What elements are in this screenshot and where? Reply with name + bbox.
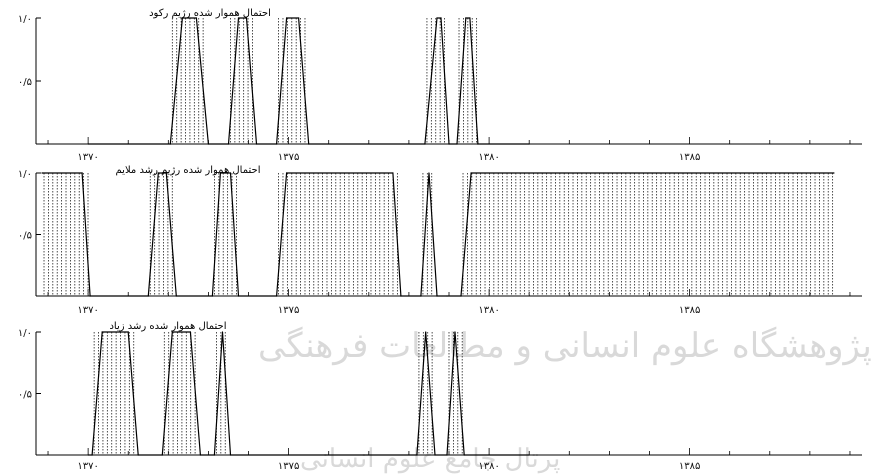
x-tick-label: ۱۳۸۵ — [679, 305, 700, 316]
data-point — [101, 331, 103, 333]
probability-line — [88, 17, 530, 145]
data-point — [171, 331, 173, 333]
data-point — [87, 454, 89, 456]
data-point — [161, 454, 163, 456]
data-point — [436, 295, 438, 297]
panel-recession: ۱/۰ ۰/۵ ۱۳۷۰ ۱۳۷۵ ۱۳۸۰ ۱۳۸۵ احتمال هموار شده ر… — [18, 8, 862, 163]
data-point — [477, 143, 479, 145]
data-point — [213, 454, 216, 456]
data-point — [446, 454, 448, 456]
panel-title: احتمال هموار شده رژیم رشد ملایم — [116, 165, 261, 176]
x-tick-label: ۱۳۸۰ — [478, 461, 499, 472]
panel-high-growth: ۱/۰ ۰/۵ ۱۳۷۰ ۱۳۷۵ ۱۳۸۰ ۱۳۸۵ احتمال هموار شده ر… — [18, 321, 862, 472]
data-point — [189, 331, 191, 333]
data-point — [229, 172, 232, 174]
data-point — [436, 17, 438, 19]
data-point — [275, 143, 278, 145]
data-point — [199, 454, 201, 456]
data-point — [181, 17, 183, 19]
data-point — [448, 143, 450, 145]
data-point — [137, 454, 139, 456]
probability-line — [88, 331, 530, 456]
data-point — [434, 454, 436, 456]
data-point — [207, 143, 210, 145]
data-point — [454, 331, 456, 333]
data-point — [465, 17, 467, 19]
x-tick-label: ۱۳۸۰ — [478, 305, 499, 316]
data-point — [89, 295, 91, 297]
panel-title: احتمال هموار شده رژیم رکود — [149, 8, 271, 19]
data-point — [470, 172, 472, 174]
data-point — [469, 17, 471, 19]
data-point — [392, 172, 394, 174]
data-point — [91, 454, 93, 456]
y-tick-label: ۱/۰ — [18, 169, 32, 180]
data-point — [175, 295, 177, 297]
y-tick-label: ۱/۰ — [18, 328, 32, 339]
data-point — [460, 295, 462, 297]
x-tick-label: ۱۳۷۵ — [278, 461, 299, 472]
data-point — [420, 295, 422, 297]
data-point — [275, 295, 278, 297]
data-point — [446, 295, 448, 297]
data-point — [245, 17, 248, 19]
data-point — [400, 295, 402, 297]
data-point — [219, 172, 222, 174]
data-point — [286, 172, 288, 174]
data-point — [416, 454, 418, 456]
probability-line — [42, 172, 834, 297]
panel-moderate-growth: ۱/۰ ۰/۵ ۱۳۷۰ ۱۳۷۵ ۱۳۸۰ ۱۳۸۵ احتمال هموار شده ر… — [18, 165, 862, 316]
x-tick-label: ۱۳۷۵ — [278, 152, 299, 163]
x-tick-label: ۱۳۷۰ — [77, 152, 98, 163]
x-tick-label: ۱۳۸۰ — [478, 152, 499, 163]
data-point — [41, 172, 43, 174]
data-point — [157, 172, 159, 174]
data-point — [528, 454, 530, 456]
data-point — [229, 454, 232, 456]
data-point — [424, 143, 426, 145]
y-tick-label: ۰/۵ — [18, 390, 32, 401]
data-point — [833, 172, 835, 174]
data-point — [463, 454, 465, 456]
data-point — [127, 331, 129, 333]
data-point — [528, 143, 530, 145]
panel-title: احتمال هموار شده رشد زیاد — [109, 321, 226, 332]
data-point — [211, 295, 214, 297]
y-tick-label: ۰/۵ — [18, 231, 32, 242]
data-point — [456, 143, 458, 145]
data-point — [81, 172, 83, 174]
data-point — [428, 172, 430, 174]
x-tick-label: ۱۳۸۵ — [679, 461, 700, 472]
data-point — [165, 172, 167, 174]
x-tick-label: ۱۳۸۵ — [679, 152, 700, 163]
data-point — [286, 17, 288, 19]
data-point — [195, 17, 197, 19]
data-point — [227, 143, 230, 145]
data-point — [440, 17, 442, 19]
y-tick-label: ۰/۵ — [18, 77, 32, 88]
x-tick-label: ۱۳۷۰ — [77, 305, 98, 316]
x-tick-label: ۱۳۷۵ — [278, 305, 299, 316]
data-point — [298, 17, 300, 19]
data-point — [308, 143, 310, 145]
data-point — [237, 17, 240, 19]
data-point — [237, 295, 240, 297]
data-point — [169, 143, 171, 145]
data-point — [425, 331, 427, 333]
x-tick-label: ۱۳۷۰ — [77, 461, 98, 472]
y-tick-label: ۱/۰ — [18, 14, 32, 25]
data-point — [221, 331, 224, 333]
data-point — [255, 143, 258, 145]
data-point — [147, 295, 149, 297]
data-point — [87, 143, 89, 145]
